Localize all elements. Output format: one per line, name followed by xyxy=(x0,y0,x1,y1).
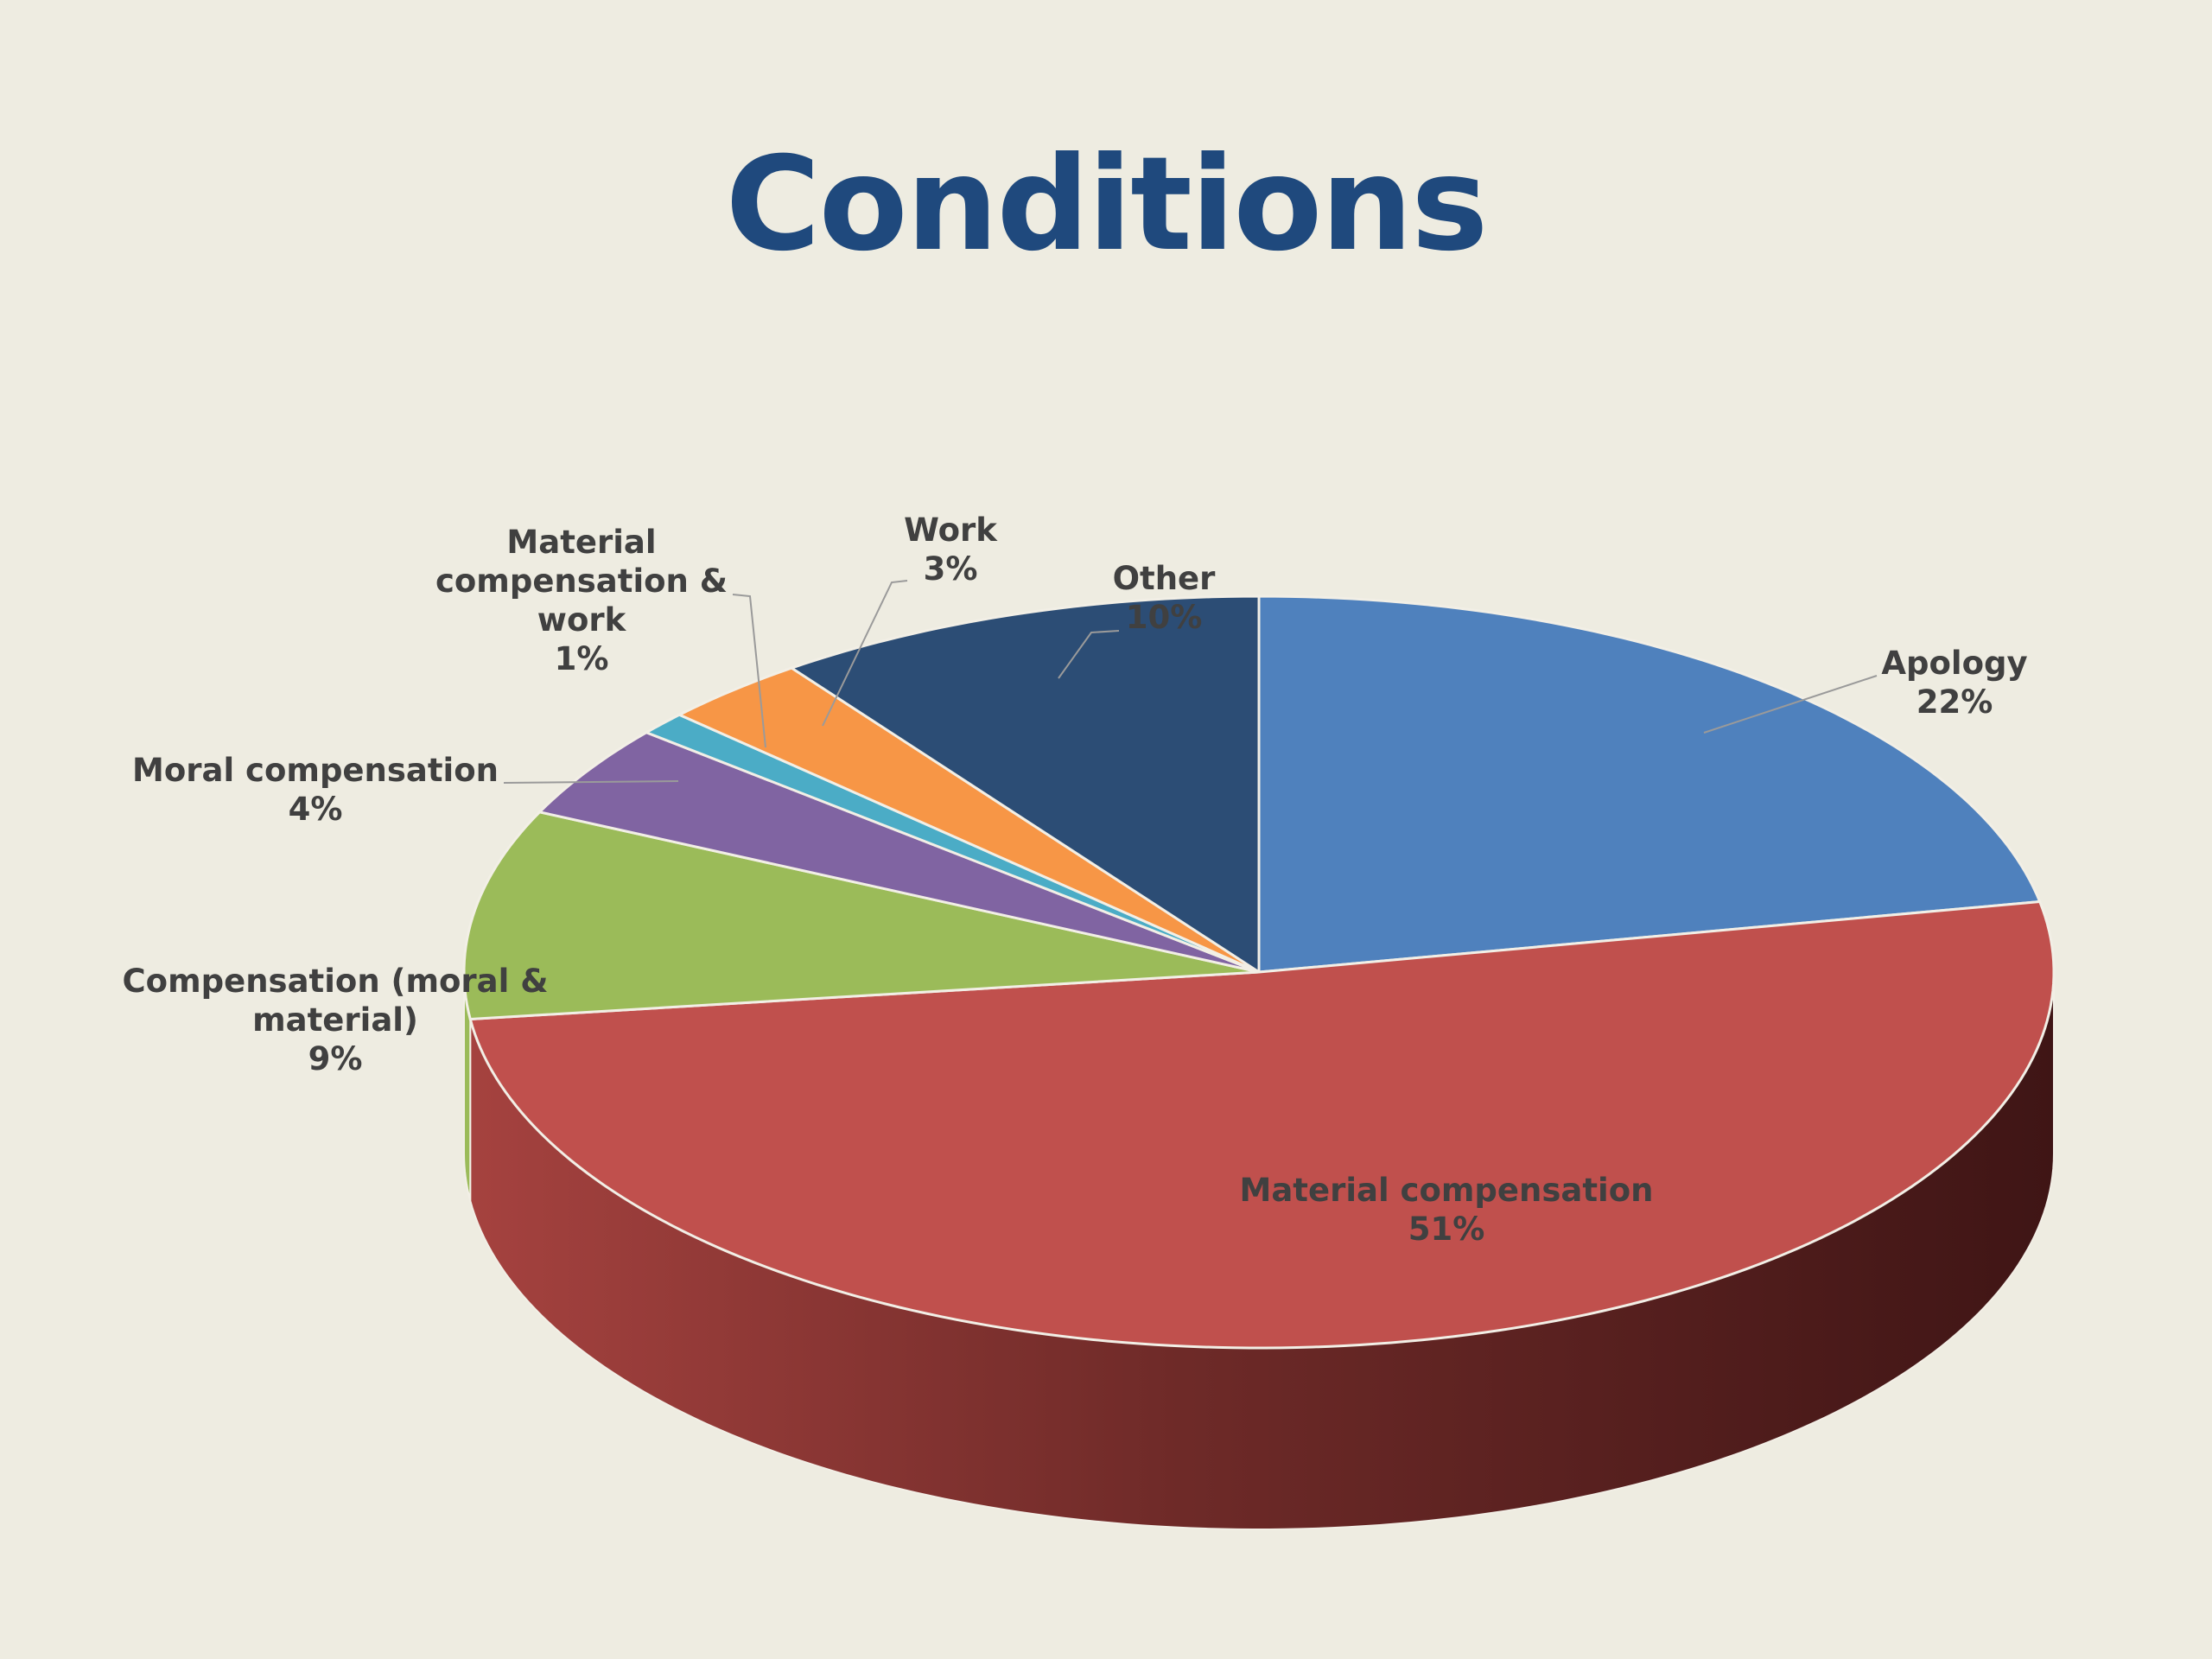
data-label-work: Work 3% xyxy=(904,512,998,588)
pie-slice-work xyxy=(677,666,1261,974)
pie-slice-moral-compensation xyxy=(538,731,1261,974)
leader-lines xyxy=(503,580,1878,784)
data-labels: Apology 22% Material compensation 51% Compen… xyxy=(123,512,2028,1248)
pie-slice-apology xyxy=(1257,594,2042,974)
chart-title: Conditions xyxy=(725,130,1489,280)
leader-line-apology xyxy=(1703,675,1878,734)
pie-slice-material-compensation xyxy=(468,899,2056,1350)
data-label-material-compensation: Material compensation 51% xyxy=(1240,1172,1654,1248)
leader-line-moral-compensation xyxy=(503,780,679,784)
pie-top-layer xyxy=(462,594,2056,1350)
data-label-other: Other 10% xyxy=(1113,560,1217,636)
data-label-compensation-moral-and-material: Compensation (moral & material) 9% xyxy=(123,963,549,1077)
pie-slice-compensation-moral-and-material xyxy=(462,810,1261,1021)
data-label-material-compensation-and-work: Material compensation & work 1% xyxy=(435,524,728,677)
leader-line-work xyxy=(822,580,908,727)
pie-slice-other xyxy=(790,594,1261,974)
leader-line-material-compensation-and-work xyxy=(732,594,766,748)
data-label-apology: Apology 22% xyxy=(1881,645,2027,721)
leader-line-other xyxy=(1058,630,1120,679)
pie-slice-material-compensation-and-work xyxy=(645,713,1261,974)
data-label-moral-compensation: Moral compensation 4% xyxy=(132,752,499,828)
